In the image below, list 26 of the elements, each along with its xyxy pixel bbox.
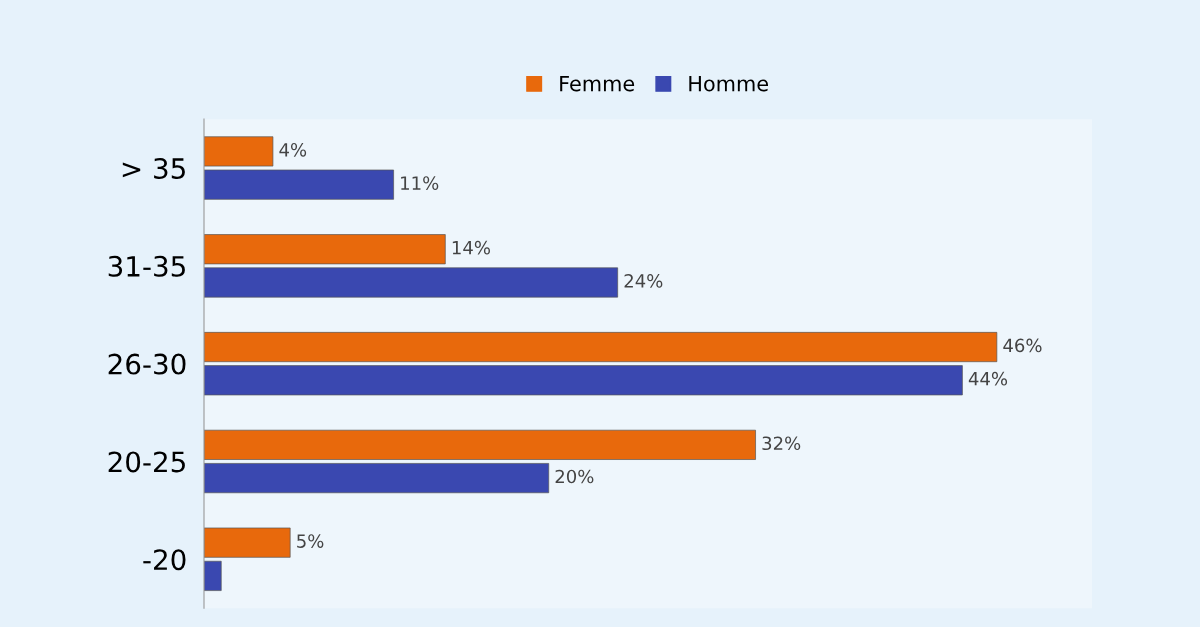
legend-label: Homme <box>689 75 768 92</box>
bar <box>204 560 222 591</box>
bar <box>204 332 998 363</box>
y-tick-label: 26-30 <box>108 353 186 375</box>
bar <box>204 136 274 167</box>
data-label: 5% <box>297 534 324 548</box>
data-label: 24% <box>624 274 663 288</box>
bar <box>204 267 619 298</box>
y-tick-label: -20 <box>143 549 186 571</box>
bar <box>204 169 394 200</box>
bar <box>204 429 756 460</box>
data-label: 4% <box>279 142 307 157</box>
bar <box>204 365 963 396</box>
data-label: 32% <box>762 436 801 451</box>
bar <box>204 527 291 558</box>
bar <box>204 463 550 494</box>
bar <box>204 234 446 265</box>
legend-label: Femme <box>560 75 635 92</box>
data-label: 44% <box>968 371 1008 386</box>
y-tick-label: 20-25 <box>108 451 185 473</box>
data-label: 14% <box>452 240 490 255</box>
y-tick-label: > 35 <box>122 157 185 179</box>
y-tick-label: 31-35 <box>108 255 185 277</box>
data-label: 11% <box>401 176 439 190</box>
data-label: 46% <box>1003 338 1042 353</box>
data-label: 20% <box>555 469 594 484</box>
